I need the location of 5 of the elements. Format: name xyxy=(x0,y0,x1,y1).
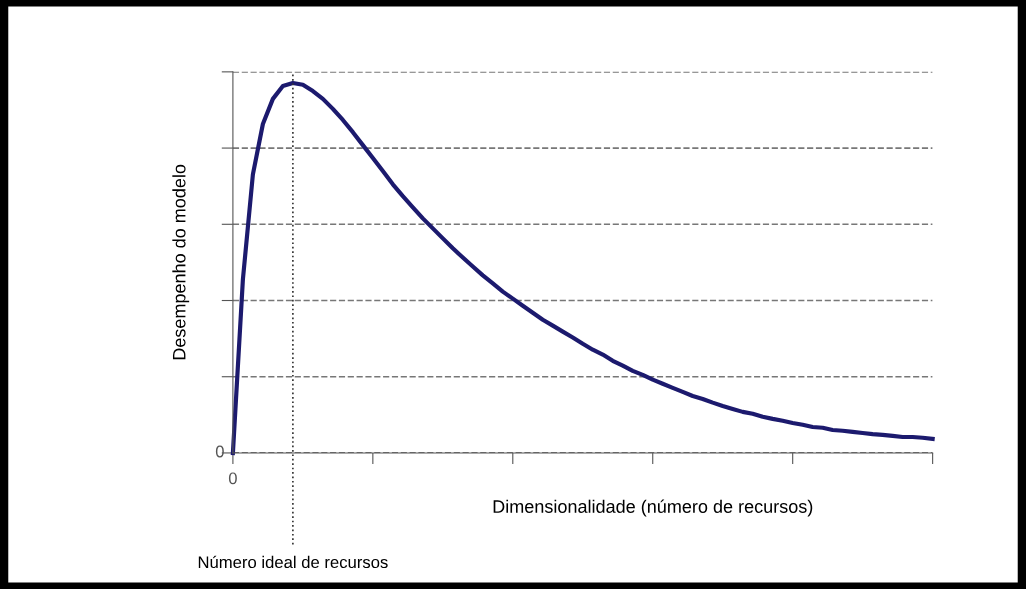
x-axis-title: Dimensionalidade (número de recursos) xyxy=(493,499,813,517)
text: Número ideal de recursos xyxy=(198,555,388,569)
text: 0 xyxy=(215,445,224,458)
y-axis-title: Desempenho do modelo xyxy=(172,164,190,360)
text: 0 xyxy=(228,472,237,485)
